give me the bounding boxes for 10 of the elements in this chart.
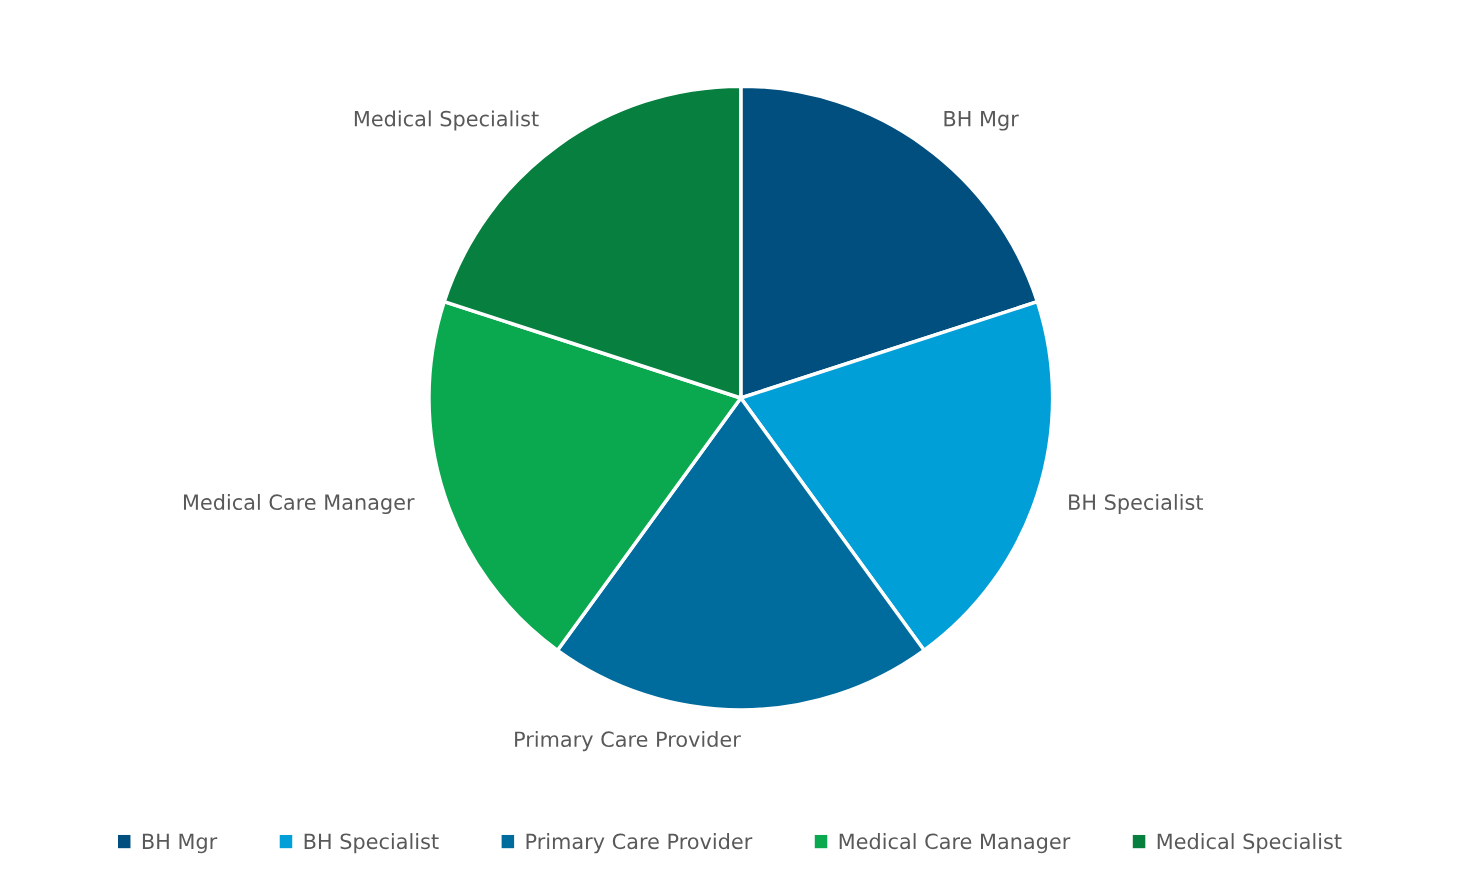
legend-label: BH Mgr [142,833,218,854]
legend-label: BH Specialist [304,833,439,854]
legend-label: Medical Specialist [1157,833,1342,854]
legend-label: Medical Care Manager [839,833,1071,854]
legend-label: Primary Care Provider [526,833,753,854]
slice-label: Medical Care Manager [183,493,415,515]
slice-label: Primary Care Provider [515,730,741,752]
slice-label: BH Specialist [1069,493,1204,515]
slice-label: Medical Specialist [354,110,539,131]
slice-label: BH Mgr [944,111,1019,131]
